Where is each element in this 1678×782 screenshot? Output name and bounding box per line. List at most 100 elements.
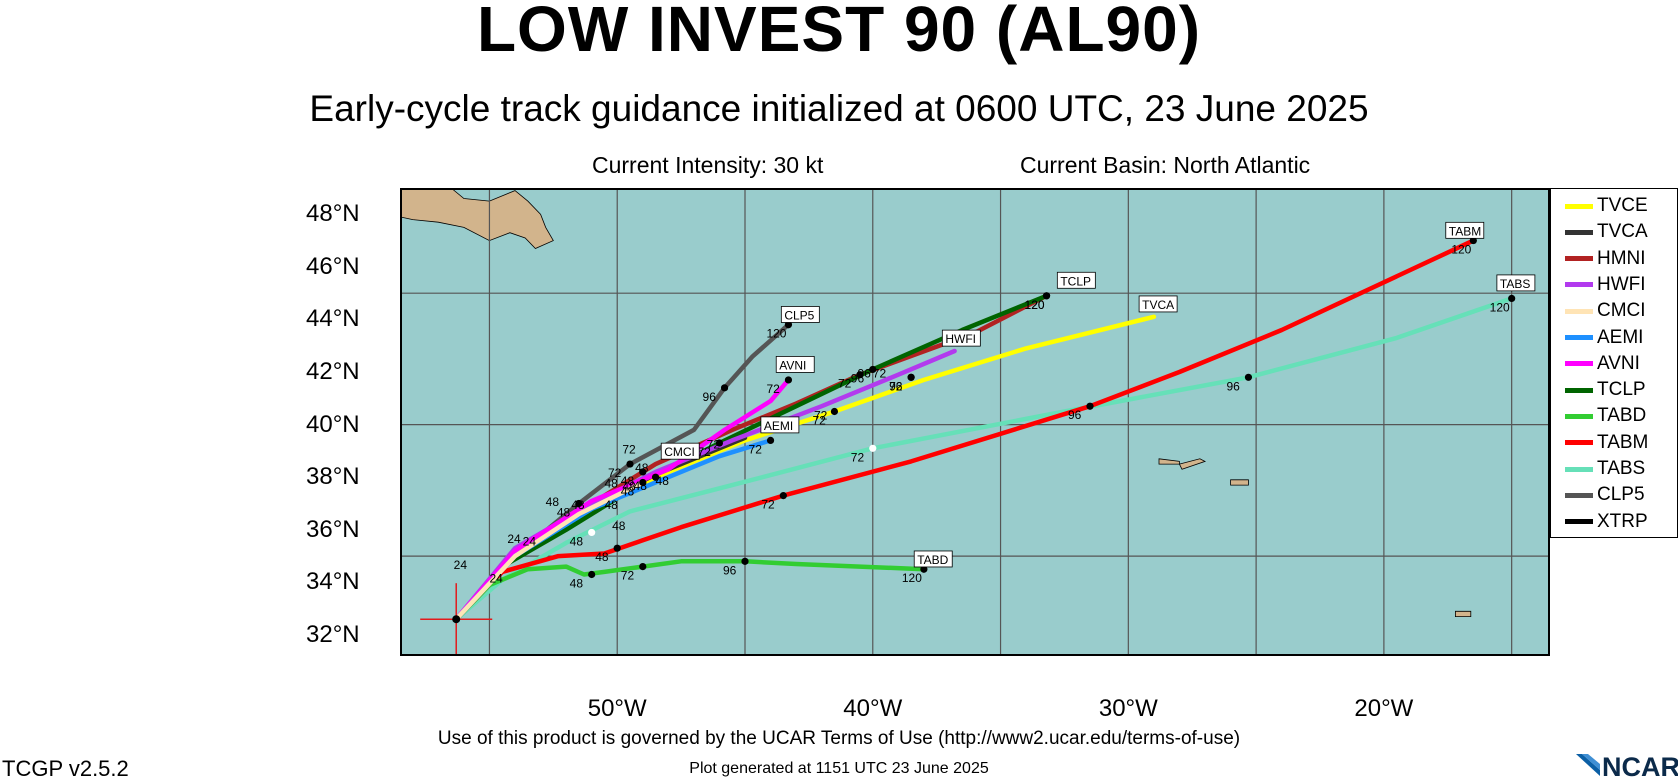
track-cmci: [453, 480, 646, 622]
lat-tick-label: 38°N: [306, 463, 360, 491]
track-tag-text: CMCI: [664, 445, 695, 459]
forecast-hour-label: 48: [571, 498, 585, 512]
current-intensity: Current Intensity: 30 kt: [592, 152, 824, 178]
legend-swatch: [1565, 256, 1593, 262]
version-label: TCGP v2.5.2: [2, 756, 129, 781]
forecast-hour-label: 72: [812, 413, 826, 427]
track-point-tabd: [741, 557, 749, 565]
forecast-hour-label: 24: [523, 535, 537, 549]
lon-tick-label: 50°W: [587, 695, 647, 722]
track-point-tvce: [830, 407, 839, 416]
lat-tick-label: 48°N: [306, 200, 360, 228]
legend-item-hwfi: HWFI: [1565, 274, 1646, 296]
track-tag-box: [760, 416, 800, 434]
legend-label: CLP5: [1597, 484, 1645, 506]
track-point-tvce: [651, 473, 660, 481]
track-tag-text: TABM: [1449, 224, 1481, 238]
track-point-tabs: [588, 528, 596, 537]
track-tag-box: [775, 356, 815, 373]
track-tag-box: [1445, 221, 1485, 239]
legend-label: HWFI: [1597, 273, 1646, 295]
forecast-hour-label: 48: [622, 479, 636, 493]
track-tag-text: HWFI: [945, 332, 976, 346]
track-tag-hwfi: HWFI: [941, 329, 981, 347]
track-point-tabs: [869, 444, 877, 452]
legend-label: TCLP: [1597, 379, 1646, 401]
generated-timestamp: Plot generated at 1151 UTC 23 June 2025: [689, 760, 989, 777]
forecast-hour-label: 48: [604, 498, 618, 512]
forecast-hour-label: 120: [1490, 300, 1510, 314]
legend-item-tvce: TVCE: [1565, 195, 1648, 217]
lon-tick-label: 30°W: [1098, 695, 1158, 722]
forecast-hour-label: 120: [902, 571, 922, 585]
forecast-hour-label: 72: [766, 382, 780, 396]
legend-item-hmni: HMNI: [1565, 248, 1646, 270]
track-tag-tabs: TABS: [1496, 274, 1536, 292]
track-tag-text: TABD: [917, 553, 948, 567]
forecast-hour-label: 120: [1025, 298, 1045, 312]
track-tag-box: [1496, 274, 1536, 292]
forecast-hour-label: 96: [1068, 408, 1082, 422]
forecast-hour-label: 48: [656, 474, 670, 488]
track-tag-box: [941, 329, 981, 347]
forecast-hour-label: 72: [697, 445, 711, 459]
track-point-clp5: [575, 499, 583, 508]
land-azores-3: [1230, 479, 1249, 486]
track-tag-text: AEMI: [764, 419, 793, 433]
track-tag-cmci: CMCI: [660, 442, 700, 460]
forecast-hour-label: 72: [608, 466, 622, 480]
ncar-logo-text: NCAR: [1602, 752, 1678, 780]
legend-label: TABS: [1597, 458, 1646, 479]
lat-tick-label: 42°N: [306, 358, 360, 386]
track-point-clp5: [720, 384, 729, 392]
forecast-hour-label: 96: [851, 371, 865, 385]
track-tag-text: AVNI: [779, 358, 806, 372]
track-tag-avni: AVNI: [775, 356, 815, 373]
lat-tick-label: 34°N: [306, 568, 360, 596]
legend-swatch: [1565, 335, 1593, 340]
legend-item-tabd: TABD: [1565, 405, 1646, 427]
legend-swatch: [1565, 203, 1593, 209]
track-tag-text: CLP5: [784, 308, 814, 322]
forecast-hour-label: 72: [889, 379, 903, 393]
legend-label: TVCA: [1597, 221, 1648, 243]
legend-label: XTRP: [1597, 510, 1648, 532]
track-tag-box: [780, 306, 820, 323]
track-avni: [453, 377, 791, 622]
legend-item-avni: AVNI: [1565, 353, 1640, 375]
track-tag-box: [660, 442, 700, 460]
legend-item-cmci: CMCI: [1565, 300, 1646, 322]
legend-label: TVCE: [1597, 195, 1648, 216]
legend-item-xtrp: XTRP: [1565, 511, 1648, 533]
track-tag-tvca: TVCA: [1138, 295, 1178, 313]
forecast-hour-label: 48: [612, 519, 626, 533]
forecast-hour-label: 96: [1226, 379, 1240, 393]
track-point-tabd: [588, 570, 596, 579]
lat-tick-label: 36°N: [306, 515, 360, 543]
legend-label: TABM: [1597, 431, 1649, 453]
ncar-logo: NCAR: [1576, 752, 1678, 780]
page-title: LOW INVEST 90 (AL90): [476, 0, 1202, 65]
legend-swatch: [1565, 440, 1593, 446]
track-point-clp5: [784, 321, 793, 329]
legend-item-aemi: AEMI: [1565, 327, 1643, 349]
land-madeira: [1455, 610, 1472, 617]
forecast-hour-label: 24: [489, 571, 503, 585]
forecast-hour-label: 96: [723, 563, 737, 577]
track-tag-text: TCLP: [1060, 274, 1091, 288]
track-point-hmni: [639, 468, 647, 476]
forecast-hour-label: 96: [857, 366, 871, 380]
forecast-hour-label: 72: [814, 408, 828, 422]
forecast-hour-label: 72: [873, 366, 887, 380]
track-point-avni: [784, 376, 793, 384]
track-tag-aemi: AEMI: [760, 416, 800, 434]
forecast-hour-label: 48: [595, 550, 609, 564]
legend-swatch: [1565, 519, 1593, 525]
legend-swatch: [1565, 282, 1593, 288]
track-point-tabm: [1086, 402, 1094, 410]
lat-tick-label: 32°N: [306, 620, 360, 648]
legend-swatch: [1565, 229, 1593, 235]
forecast-hour-label: 48: [621, 474, 635, 488]
legend-item-tvca: TVCA: [1565, 221, 1648, 243]
